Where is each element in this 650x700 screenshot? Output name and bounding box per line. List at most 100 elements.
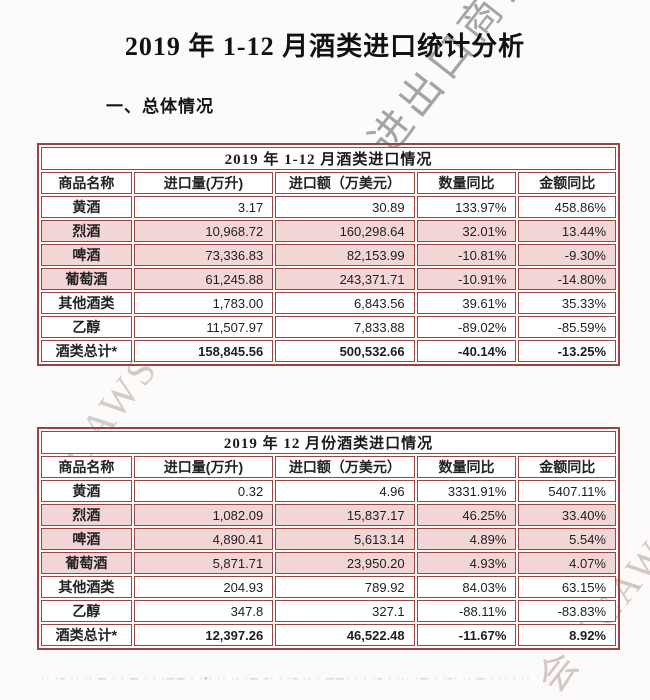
product-name-cell: 乙醇 xyxy=(41,316,132,338)
column-header: 金额同比 xyxy=(518,172,616,194)
table-header-row: 商品名称 进口量(万升) 进口额（万美元） 数量同比 金额同比 xyxy=(41,172,616,194)
cropped-footnote-text: ·· ·– ·· ·· — · · — · · ·—— · ·•· ·· ·· … xyxy=(42,674,532,683)
import-volume-cell: 73,336.83 xyxy=(133,244,274,266)
quantity-yoy-cell: -88.11% xyxy=(416,600,517,622)
quantity-yoy-cell: 4.93% xyxy=(416,552,517,574)
product-name-cell: 烈酒 xyxy=(41,220,132,242)
table-row: 啤酒 4,890.41 5,613.14 4.89% 5.54% xyxy=(41,528,616,550)
quantity-yoy-cell: 4.89% xyxy=(416,528,517,550)
amount-yoy-cell: 5.54% xyxy=(518,528,616,550)
column-header: 进口量(万升) xyxy=(133,456,274,478)
import-volume-cell: 4,890.41 xyxy=(133,528,274,550)
table-row: 酒类总计* 12,397.26 46,522.48 -11.67% 8.92% xyxy=(41,624,616,646)
import-volume-cell: 0.32 xyxy=(133,480,274,502)
column-header: 进口额（万美元） xyxy=(275,172,415,194)
quantity-yoy-cell: -10.91% xyxy=(416,268,517,290)
table-row: 葡萄酒 5,871.71 23,950.20 4.93% 4.07% xyxy=(41,552,616,574)
amount-yoy-cell: -9.30% xyxy=(518,244,616,266)
amount-yoy-cell: -14.80% xyxy=(518,268,616,290)
table-header-row: 商品名称 进口量(万升) 进口额（万美元） 数量同比 金额同比 xyxy=(41,456,616,478)
amount-yoy-cell: -85.59% xyxy=(518,316,616,338)
amount-yoy-cell: 458.86% xyxy=(518,196,616,218)
import-value-cell: 327.1 xyxy=(275,600,415,622)
import-value-cell: 23,950.20 xyxy=(275,552,415,574)
import-value-cell: 4.96 xyxy=(275,480,415,502)
quantity-yoy-cell: 84.03% xyxy=(416,576,517,598)
table-row: 乙醇 347.8 327.1 -88.11% -83.83% xyxy=(41,600,616,622)
import-value-cell: 160,298.64 xyxy=(275,220,415,242)
column-header: 数量同比 xyxy=(416,456,517,478)
amount-yoy-cell: 5407.11% xyxy=(518,480,616,502)
import-volume-cell: 10,968.72 xyxy=(133,220,274,242)
quantity-yoy-cell: -10.81% xyxy=(416,244,517,266)
table-row: 其他酒类 1,783.00 6,843.56 39.61% 35.33% xyxy=(41,292,616,314)
table-row: 啤酒 73,336.83 82,153.99 -10.81% -9.30% xyxy=(41,244,616,266)
import-volume-cell: 5,871.71 xyxy=(133,552,274,574)
table-caption-row: 2019 年 12 月份酒类进口情况 xyxy=(41,431,616,454)
import-value-cell: 15,837.17 xyxy=(275,504,415,526)
column-header: 进口额（万美元） xyxy=(275,456,415,478)
section-heading: 一、总体情况 xyxy=(106,97,214,116)
table-row: 烈酒 1,082.09 15,837.17 46.25% 33.40% xyxy=(41,504,616,526)
import-volume-cell: 3.17 xyxy=(133,196,274,218)
quantity-yoy-cell: -89.02% xyxy=(416,316,517,338)
table-row: 葡萄酒 61,245.88 243,371.71 -10.91% -14.80% xyxy=(41,268,616,290)
import-value-cell: 30.89 xyxy=(275,196,415,218)
import-value-cell: 243,371.71 xyxy=(275,268,415,290)
product-name-cell: 酒类总计* xyxy=(41,340,132,362)
product-name-cell: 葡萄酒 xyxy=(41,268,132,290)
quantity-yoy-cell: 32.01% xyxy=(416,220,517,242)
product-name-cell: 葡萄酒 xyxy=(41,552,132,574)
import-volume-cell: 1,783.00 xyxy=(133,292,274,314)
table-row: 黄酒 3.17 30.89 133.97% 458.86% xyxy=(41,196,616,218)
table-row: 乙醇 11,507.97 7,833.88 -89.02% -85.59% xyxy=(41,316,616,338)
quantity-yoy-cell: -11.67% xyxy=(416,624,517,646)
amount-yoy-cell: 4.07% xyxy=(518,552,616,574)
table-row: 酒类总计* 158,845.56 500,532.66 -40.14% -13.25% xyxy=(41,340,616,362)
import-volume-cell: 61,245.88 xyxy=(133,268,274,290)
product-name-cell: 啤酒 xyxy=(41,528,132,550)
table-row: 其他酒类 204.93 789.92 84.03% 63.15% xyxy=(41,576,616,598)
import-value-cell: 6,843.56 xyxy=(275,292,415,314)
product-name-cell: 黄酒 xyxy=(41,480,132,502)
watermark-text: 进出口商会 xyxy=(361,0,546,164)
import-value-cell: 5,613.14 xyxy=(275,528,415,550)
import-value-cell: 500,532.66 xyxy=(275,340,415,362)
import-value-cell: 46,522.48 xyxy=(275,624,415,646)
column-header: 商品名称 xyxy=(41,456,132,478)
product-name-cell: 其他酒类 xyxy=(41,292,132,314)
table-row: 黄酒 0.32 4.96 3331.91% 5407.11% xyxy=(41,480,616,502)
import-volume-cell: 1,082.09 xyxy=(133,504,274,526)
table-row: 烈酒 10,968.72 160,298.64 32.01% 13.44% xyxy=(41,220,616,242)
quantity-yoy-cell: 3331.91% xyxy=(416,480,517,502)
import-volume-cell: 347.8 xyxy=(133,600,274,622)
import-volume-cell: 11,507.97 xyxy=(133,316,274,338)
product-name-cell: 啤酒 xyxy=(41,244,132,266)
page-title: 2019 年 1-12 月酒类进口统计分析 xyxy=(124,32,526,61)
import-volume-cell: 204.93 xyxy=(133,576,274,598)
quantity-yoy-cell: 46.25% xyxy=(416,504,517,526)
product-name-cell: 其他酒类 xyxy=(41,576,132,598)
table-caption: 2019 年 12 月份酒类进口情况 xyxy=(41,431,616,454)
quantity-yoy-cell: 133.97% xyxy=(416,196,517,218)
table-monthly-imports: 2019 年 12 月份酒类进口情况 商品名称 进口量(万升) 进口额（万美元） 数量… xyxy=(37,427,620,650)
column-header: 数量同比 xyxy=(416,172,517,194)
import-value-cell: 7,833.88 xyxy=(275,316,415,338)
amount-yoy-cell: 33.40% xyxy=(518,504,616,526)
column-header: 进口量(万升) xyxy=(133,172,274,194)
column-header: 商品名称 xyxy=(41,172,132,194)
quantity-yoy-cell: -40.14% xyxy=(416,340,517,362)
amount-yoy-cell: 35.33% xyxy=(518,292,616,314)
product-name-cell: 烈酒 xyxy=(41,504,132,526)
amount-yoy-cell: 63.15% xyxy=(518,576,616,598)
import-volume-cell: 12,397.26 xyxy=(133,624,274,646)
amount-yoy-cell: -13.25% xyxy=(518,340,616,362)
import-value-cell: 789.92 xyxy=(275,576,415,598)
amount-yoy-cell: -83.83% xyxy=(518,600,616,622)
import-value-cell: 82,153.99 xyxy=(275,244,415,266)
product-name-cell: 黄酒 xyxy=(41,196,132,218)
table-caption: 2019 年 1-12 月酒类进口情况 xyxy=(41,147,616,170)
product-name-cell: 乙醇 xyxy=(41,600,132,622)
table-caption-row: 2019 年 1-12 月酒类进口情况 xyxy=(41,147,616,170)
